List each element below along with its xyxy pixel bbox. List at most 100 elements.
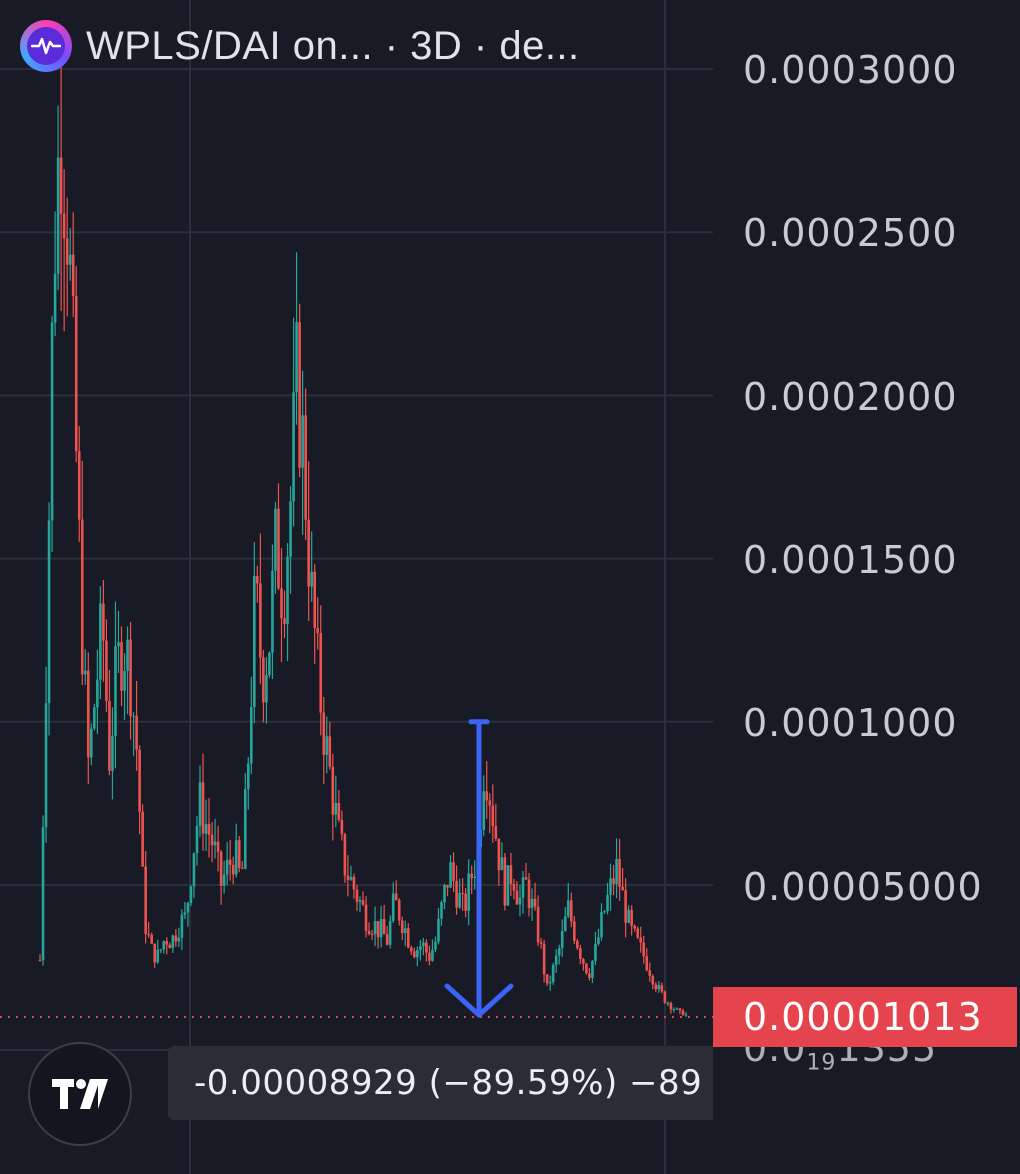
candle-body	[364, 904, 368, 932]
candle-body	[289, 501, 292, 557]
candle-body	[96, 679, 99, 708]
candle-body	[237, 840, 241, 868]
candle-body	[376, 921, 380, 938]
candle-body	[65, 238, 69, 265]
measure-arrow[interactable]	[444, 719, 514, 1018]
candle-body	[391, 893, 395, 921]
candle-body	[446, 884, 449, 888]
candle-body	[159, 949, 163, 951]
candle-body	[240, 867, 244, 869]
candle-body	[340, 819, 344, 835]
candle-body	[322, 712, 326, 755]
candle-body	[216, 841, 220, 852]
y-tick-label: 0.0001500	[743, 538, 958, 582]
candle-body	[295, 322, 298, 393]
candle-body	[337, 802, 341, 820]
candle-body	[648, 970, 652, 976]
candle-body	[286, 556, 289, 624]
candle-body	[346, 875, 350, 880]
candle-body	[262, 657, 265, 703]
candle-body	[243, 789, 247, 869]
candle-body	[431, 949, 434, 961]
candle-body	[443, 884, 446, 903]
candle-body	[621, 886, 624, 891]
candle-body	[645, 956, 649, 971]
candle-body	[560, 931, 564, 949]
candle-body	[524, 877, 528, 880]
candle-body	[268, 652, 271, 676]
candle-body	[38, 960, 42, 962]
candle-body	[349, 876, 353, 880]
candle-body	[557, 948, 561, 956]
candle-body	[301, 415, 304, 468]
y-tick-label: 0.00005000	[743, 865, 983, 909]
candle-body	[231, 864, 235, 875]
candle-body	[298, 322, 301, 468]
candle-body	[606, 894, 609, 912]
candle-body	[126, 639, 129, 671]
pulsechain-logo-icon[interactable]	[20, 20, 72, 72]
candle-body	[669, 1002, 673, 1010]
candle-body	[153, 943, 157, 963]
candle-body	[518, 897, 522, 905]
candle-body	[684, 1014, 688, 1016]
candle-body	[77, 451, 81, 520]
candle-body	[440, 902, 443, 919]
candle-body	[168, 944, 172, 949]
candle-body	[609, 878, 612, 895]
candle-body	[355, 889, 359, 902]
tradingview-logo-icon[interactable]	[28, 1042, 132, 1146]
candle-body	[642, 942, 646, 957]
candle-body	[316, 628, 320, 634]
candle-body	[108, 700, 111, 771]
candle-body	[515, 890, 519, 905]
candle-body	[455, 881, 458, 908]
candle-body	[41, 827, 45, 961]
candle-body	[114, 646, 117, 736]
candle-body	[403, 928, 407, 934]
candle-body	[183, 912, 187, 915]
candle-body	[473, 876, 476, 878]
candle-body	[681, 1010, 685, 1016]
candle-body	[44, 703, 48, 828]
candle-body	[156, 949, 160, 963]
candle-body	[204, 824, 208, 834]
candle-body	[265, 675, 268, 703]
candle-body	[222, 874, 226, 886]
candle-body	[111, 735, 114, 771]
symbol-title[interactable]: WPLS/DAI on... · 3D · de...	[86, 23, 580, 68]
candle-body	[228, 859, 232, 865]
candle-body	[132, 715, 135, 717]
candle-body	[370, 934, 374, 936]
candle-body	[413, 951, 416, 958]
last-price-tag: 0.00001013	[713, 987, 1017, 1047]
candle-body	[512, 883, 516, 891]
measure-arrowhead	[444, 983, 514, 1018]
candle-body	[210, 834, 214, 846]
candle-body	[358, 900, 362, 902]
candle-body	[400, 920, 404, 934]
candle-body	[409, 947, 413, 952]
candle-body	[615, 858, 618, 884]
candle-body	[83, 670, 87, 675]
candle-body	[394, 893, 398, 901]
candle-body	[542, 943, 546, 975]
candle-body	[494, 826, 498, 839]
measure-label: -0.00008929 (−89.59%) −89	[194, 1063, 703, 1103]
y-tick-label: 0.0001000	[743, 701, 958, 745]
candle-body	[174, 935, 178, 942]
candle-body	[102, 603, 105, 641]
candle-body	[147, 933, 150, 935]
candle-body	[467, 873, 470, 911]
candle-body	[425, 942, 428, 953]
candle-body	[192, 853, 196, 887]
candle-body	[428, 952, 431, 961]
candle-body	[585, 963, 588, 974]
candle-body	[50, 322, 54, 521]
candle-body	[563, 916, 567, 932]
candle-body	[117, 642, 120, 647]
candle-body	[253, 576, 256, 708]
candle-body	[129, 639, 132, 717]
candle-body	[59, 157, 63, 214]
